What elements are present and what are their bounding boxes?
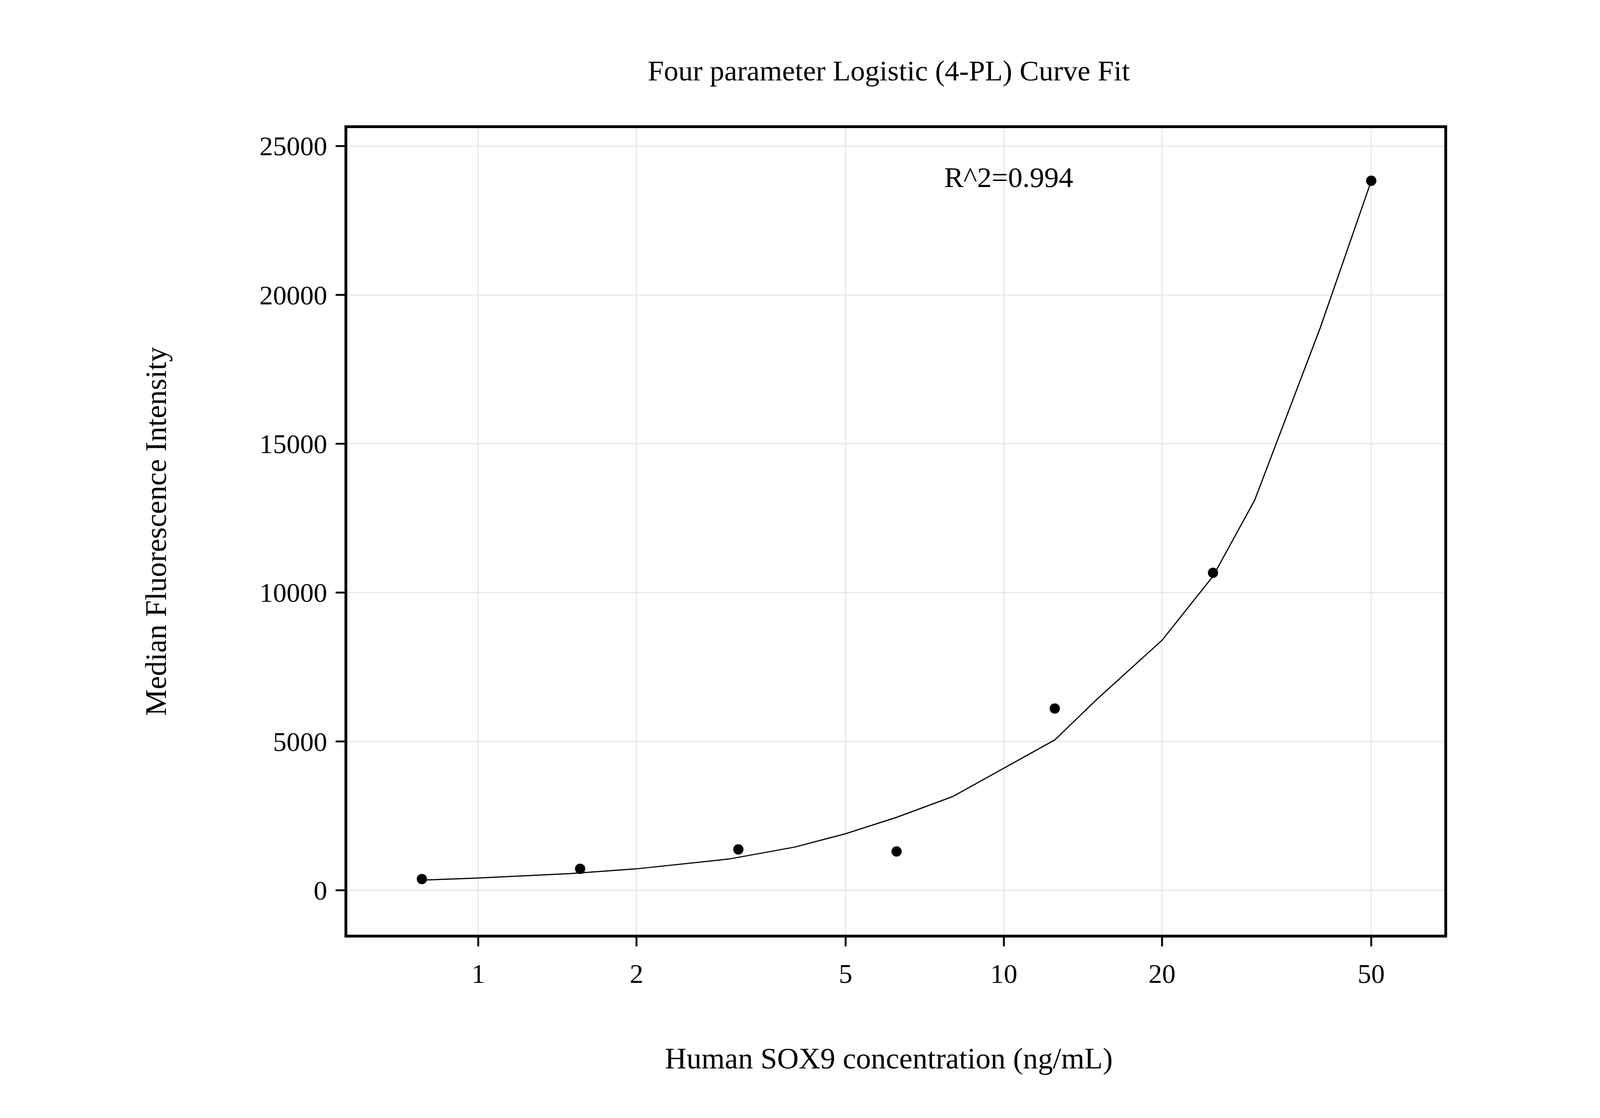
- x-tick-label: 2: [629, 958, 644, 989]
- x-tick-label: 50: [1357, 958, 1385, 989]
- y-tick-label: 15000: [259, 428, 328, 460]
- x-tick: [844, 935, 847, 947]
- plot-frame: [345, 126, 1446, 936]
- fit-curve: [421, 180, 1372, 880]
- x-tick-label: 20: [1148, 958, 1176, 989]
- y-grid-line: [345, 443, 1446, 445]
- y-tick-label: 0: [313, 875, 328, 906]
- x-axis-label: Human SOX9 concentration (ng/mL): [665, 1041, 1113, 1075]
- x-grid-line: [1161, 126, 1163, 936]
- data-point: [1366, 175, 1377, 187]
- y-tick: [335, 889, 346, 891]
- chart: 1 2 5 10 20 50 0 5000 10000 15000 20000 25000 Four p…: [0, 0, 1600, 1118]
- x-tick-label: 5: [839, 958, 853, 989]
- data-point: [891, 846, 902, 857]
- grid: [345, 126, 1446, 936]
- y-tick-label: 5000: [272, 726, 328, 757]
- x-grid-line: [477, 126, 479, 936]
- y-tick: [335, 591, 346, 594]
- y-tick: [335, 144, 346, 147]
- x-grid-line: [1003, 126, 1005, 936]
- y-grid-line: [345, 145, 1446, 147]
- x-tick-label: 10: [990, 958, 1018, 989]
- axes: 1 2 5 10 20 50 0 5000 10000 15000 20000 25000: [259, 130, 1385, 989]
- data-point: [733, 844, 744, 855]
- data-point: [416, 873, 428, 884]
- x-grid-line: [845, 126, 847, 936]
- y-grid-line: [345, 591, 1446, 593]
- data: [416, 175, 1377, 884]
- y-grid-line: [345, 740, 1446, 742]
- y-tick: [335, 294, 346, 296]
- y-axis-label: Median Fluorescence Intensity: [139, 346, 173, 716]
- x-tick: [1370, 935, 1373, 947]
- x-grid-line: [1370, 126, 1372, 936]
- x-tick: [477, 935, 480, 947]
- title: Four parameter Logistic (4-PL) Curve Fit: [647, 54, 1130, 87]
- y-tick: [335, 740, 346, 743]
- y-tick: [335, 442, 346, 445]
- y-tick-label: 25000: [259, 130, 328, 162]
- y-tick-label: 10000: [259, 577, 328, 608]
- data-point: [1049, 703, 1061, 714]
- x-tick: [1161, 935, 1163, 947]
- y-tick-label: 20000: [259, 279, 328, 311]
- annotation: R^2=0.994: [944, 161, 1074, 194]
- y-grid-line: [345, 294, 1446, 296]
- x-grid-line: [636, 126, 638, 936]
- x-tick: [1003, 935, 1005, 947]
- x-tick: [635, 935, 638, 947]
- y-grid-line: [345, 889, 1446, 891]
- x-tick-label: 1: [471, 958, 486, 989]
